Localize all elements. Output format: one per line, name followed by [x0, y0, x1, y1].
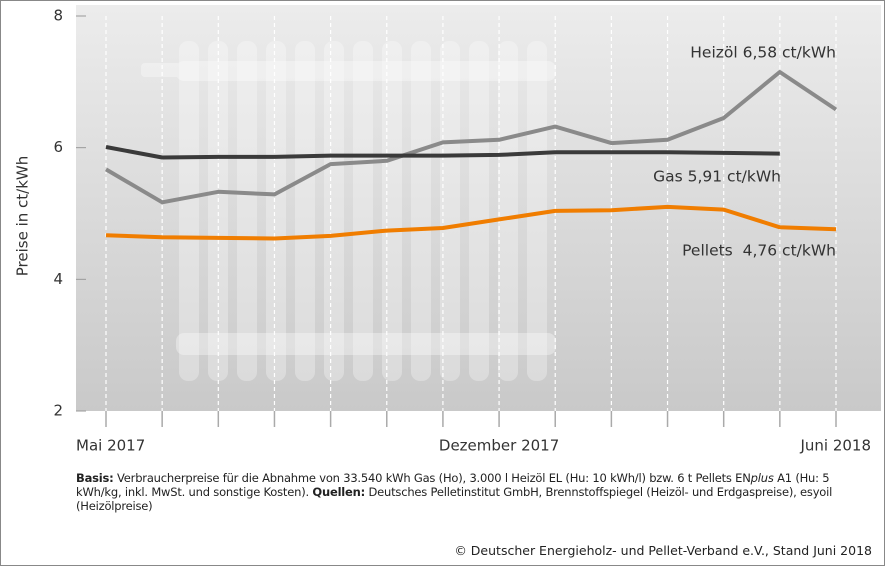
fin: [208, 41, 228, 381]
fin: [498, 41, 518, 381]
series-annotation: Pellets 4,76 ct/kWh: [682, 242, 836, 260]
fin: [411, 41, 431, 381]
y-tick-label: 2: [53, 402, 63, 420]
sources-label: Quellen:: [312, 485, 365, 499]
copyright: © Deutscher Energieholz- und Pellet-Verb…: [454, 543, 872, 558]
basis-label: Basis:: [76, 471, 114, 485]
fin: [179, 41, 199, 381]
x-tick-label: Dezember 2017: [439, 437, 559, 455]
fin: [324, 41, 344, 381]
y-tick-label: 8: [53, 7, 63, 25]
fin: [440, 41, 460, 381]
y-axis-label: Preise in ct/kWh: [14, 156, 32, 276]
fin: [469, 41, 489, 381]
fin: [353, 41, 373, 381]
y-tick-label: 4: [53, 270, 63, 288]
y-tick-label: 6: [53, 138, 63, 156]
x-tick-label: Mai 2017: [76, 437, 145, 455]
fin: [382, 41, 402, 381]
chart: Preise in ct/kWh Mai 2017 Dezember 2017 Ju…: [1, 1, 884, 467]
fin: [266, 41, 286, 381]
x-tick-label: Juni 2018: [799, 437, 871, 455]
series-annotation: Heizöl 6,58 ct/kWh: [690, 44, 836, 62]
series-annotation: Gas 5,91 ct/kWh: [653, 168, 781, 186]
page: Preise in ct/kWh Mai 2017 Dezember 2017 Ju…: [0, 0, 885, 566]
footnote: Basis: Verbraucherpreise für die Abnahme…: [76, 471, 876, 513]
plus: plus: [751, 471, 774, 485]
fin: [295, 41, 315, 381]
basis-text: Verbraucherpreise für die Abnahme von 33…: [114, 471, 751, 485]
fin: [237, 41, 257, 381]
